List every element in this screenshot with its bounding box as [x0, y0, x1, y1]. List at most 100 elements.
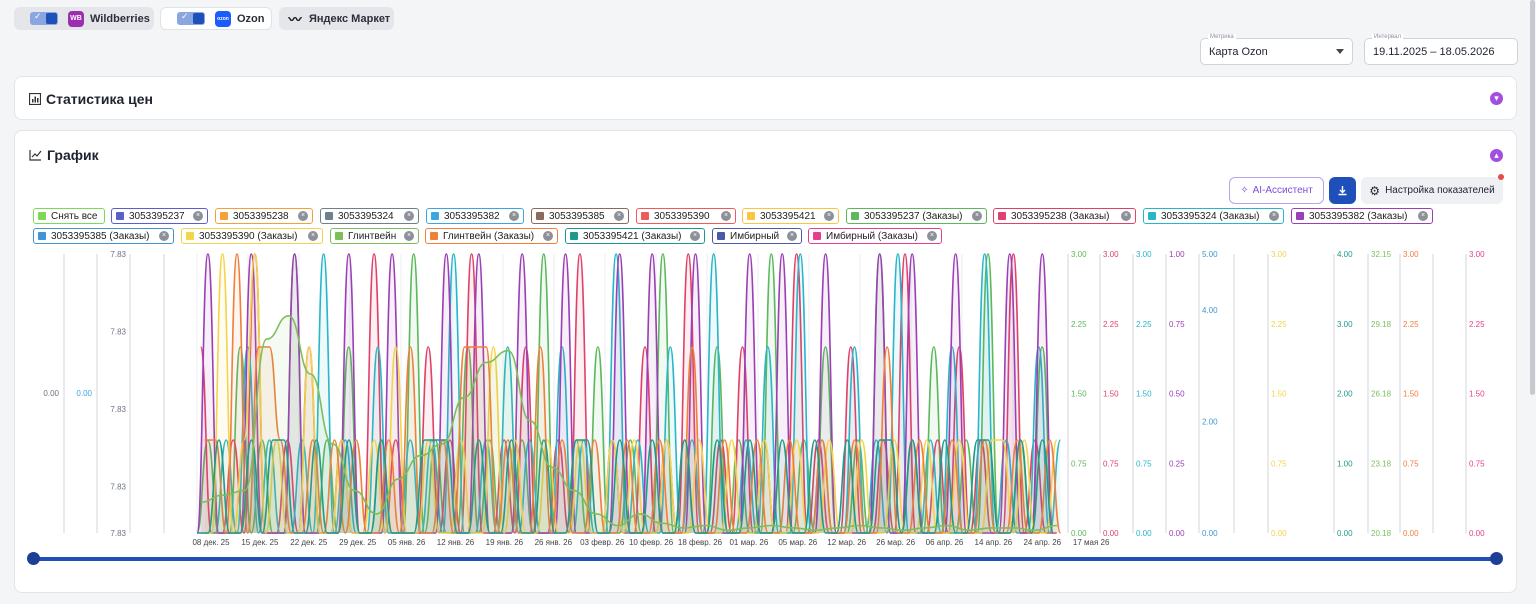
legend-label: 3053395382 (Заказы) [1309, 210, 1408, 222]
y-tick-label: 3.00 [1469, 250, 1485, 259]
collapse-icon[interactable]: ▴ [1490, 149, 1503, 162]
y-tick-label: 26.18 [1371, 390, 1392, 399]
stats-panel-header[interactable]: Статистика цен [29, 91, 153, 107]
legend-chip[interactable]: Снять все [33, 208, 105, 224]
ai-assistant-button[interactable]: ✧ AI-Ассистент [1229, 177, 1324, 204]
remove-icon[interactable]: × [193, 211, 203, 221]
y-tick-label: 0.50 [1169, 390, 1185, 399]
chevron-down-icon [1336, 49, 1344, 54]
legend-chip[interactable]: 3053395237 × [111, 208, 208, 224]
y-tick-label: 4.00 [1337, 250, 1353, 259]
settings-button[interactable]: ⚙ Настройка показателей [1361, 177, 1503, 204]
y-tick-label: 29.18 [1371, 320, 1392, 329]
legend-chip[interactable]: 3053395324 (Заказы) × [1143, 208, 1284, 224]
legend-chip[interactable]: 3053395238 × [215, 208, 313, 224]
remove-icon[interactable]: × [159, 231, 169, 241]
series-area [204, 254, 1061, 533]
panel-title: График [47, 147, 99, 163]
legend-chip[interactable]: 3053395385 × [531, 208, 629, 224]
legend-chip[interactable]: 3053395382 (Заказы) × [1291, 208, 1433, 224]
legend-chip[interactable]: 3053395390 (Заказы) × [181, 228, 323, 244]
legend-chip[interactable]: 3053395421 × [742, 208, 839, 224]
remove-icon[interactable]: × [927, 231, 937, 241]
y-tick-label: 1.00 [1337, 459, 1353, 468]
y-tick-label: 2.25 [1071, 320, 1087, 329]
remove-icon[interactable]: × [298, 211, 308, 221]
page-scrollbar[interactable] [1530, 0, 1535, 395]
legend-chip[interactable]: 3053395237 (Заказы) × [846, 208, 987, 224]
interval-field[interactable]: Интервал 19.11.2025 – 18.05.2026 [1364, 34, 1518, 65]
legend-label: 3053395324 (Заказы) [1161, 210, 1260, 222]
legend-swatch [186, 232, 194, 240]
legend-swatch [813, 232, 821, 240]
y-tick-label: 1.50 [1103, 390, 1119, 399]
tab-ozon[interactable]: ✓ ozon Ozon [160, 7, 272, 30]
remove-icon[interactable]: × [404, 211, 414, 221]
check-icon: ✓ [34, 11, 42, 21]
metric-select[interactable]: Метрика Карта Ozon [1200, 34, 1353, 65]
ozon-logo-icon: ozon [215, 10, 231, 27]
legend-chip[interactable]: 3053395385 (Заказы) × [33, 228, 174, 244]
remove-icon[interactable]: × [824, 211, 834, 221]
ozon-toggle[interactable]: ✓ [177, 11, 205, 25]
slider-end-handle[interactable] [1490, 552, 1503, 565]
legend-label: 3053395382 [444, 210, 500, 222]
legend-chip[interactable]: 3053395421 (Заказы) × [565, 228, 705, 244]
x-tick-label: 03 февр. 26 [580, 538, 625, 547]
interval-value: 19.11.2025 – 18.05.2026 [1373, 46, 1495, 58]
tab-yandex-market[interactable]: 〰 Яндекс Маркет [279, 7, 394, 30]
remove-icon[interactable]: × [404, 231, 414, 241]
series-line [200, 314, 1057, 532]
remove-icon[interactable]: × [509, 211, 519, 221]
y-tick-label: 1.50 [1271, 390, 1287, 399]
remove-icon[interactable]: × [543, 231, 553, 241]
remove-icon[interactable]: × [1121, 211, 1131, 221]
y-tick-label: 23.18 [1371, 459, 1392, 468]
y-tick-label: 7.83 [110, 529, 126, 538]
legend-chip[interactable]: 3053395390 × [636, 208, 736, 224]
legend-label: Снять все [51, 210, 98, 222]
remove-icon[interactable]: × [614, 211, 624, 221]
remove-icon[interactable]: × [308, 231, 318, 241]
wildberries-toggle[interactable]: ✓ [30, 11, 58, 25]
remove-icon[interactable]: × [972, 211, 982, 221]
remove-icon[interactable]: × [690, 231, 700, 241]
download-button[interactable] [1329, 177, 1356, 204]
y-tick-label: 0.00 [1403, 529, 1419, 538]
y-tick-label: 0.00 [1169, 529, 1185, 538]
y-tick-label: 0.00 [76, 389, 92, 398]
y-tick-label: 2.25 [1469, 320, 1485, 329]
y-tick-label: 4.00 [1202, 306, 1218, 315]
legend-chip[interactable]: Глинтвейн (Заказы) × [425, 228, 558, 244]
legend-chip[interactable]: 3053395324 × [320, 208, 419, 224]
slider-start-handle[interactable] [27, 552, 40, 565]
legend-chip[interactable]: 3053395238 (Заказы) × [993, 208, 1136, 224]
legend-chip[interactable]: Глинтвейн × [330, 228, 419, 244]
chart-panel-header[interactable]: График [29, 147, 99, 163]
remove-icon[interactable]: × [1418, 211, 1428, 221]
ai-assistant-label: AI-Ассистент [1252, 185, 1313, 196]
y-tick-label: 0.00 [1103, 529, 1119, 538]
y-tick-label: 7.83 [110, 483, 126, 492]
remove-icon[interactable]: × [1269, 211, 1279, 221]
y-tick-label: 0.00 [1469, 529, 1485, 538]
stats-panel: Статистика цен ▾ [14, 76, 1517, 120]
legend-swatch [998, 212, 1006, 220]
y-tick-label: 3.00 [1103, 250, 1119, 259]
tab-wildberries[interactable]: ✓ WB Wildberries [14, 7, 154, 30]
legend-chip[interactable]: Имбирный (Заказы) × [808, 228, 942, 244]
date-range-slider[interactable] [33, 557, 1496, 561]
y-tick-label: 7.83 [110, 328, 126, 337]
expand-icon[interactable]: ▾ [1490, 92, 1503, 105]
legend-swatch [38, 232, 46, 240]
gear-icon: ⚙ [1369, 183, 1381, 198]
y-tick-label: 0.75 [1103, 459, 1119, 468]
x-tick-label: 05 мар. 26 [778, 538, 817, 547]
remove-icon[interactable]: × [787, 231, 797, 241]
legend-chip[interactable]: 3053395382 × [426, 208, 524, 224]
legend-chip[interactable]: Имбирный × [712, 228, 802, 244]
bar-chart-icon [29, 93, 41, 105]
remove-icon[interactable]: × [721, 211, 731, 221]
y-tick-label: 2.25 [1136, 320, 1152, 329]
